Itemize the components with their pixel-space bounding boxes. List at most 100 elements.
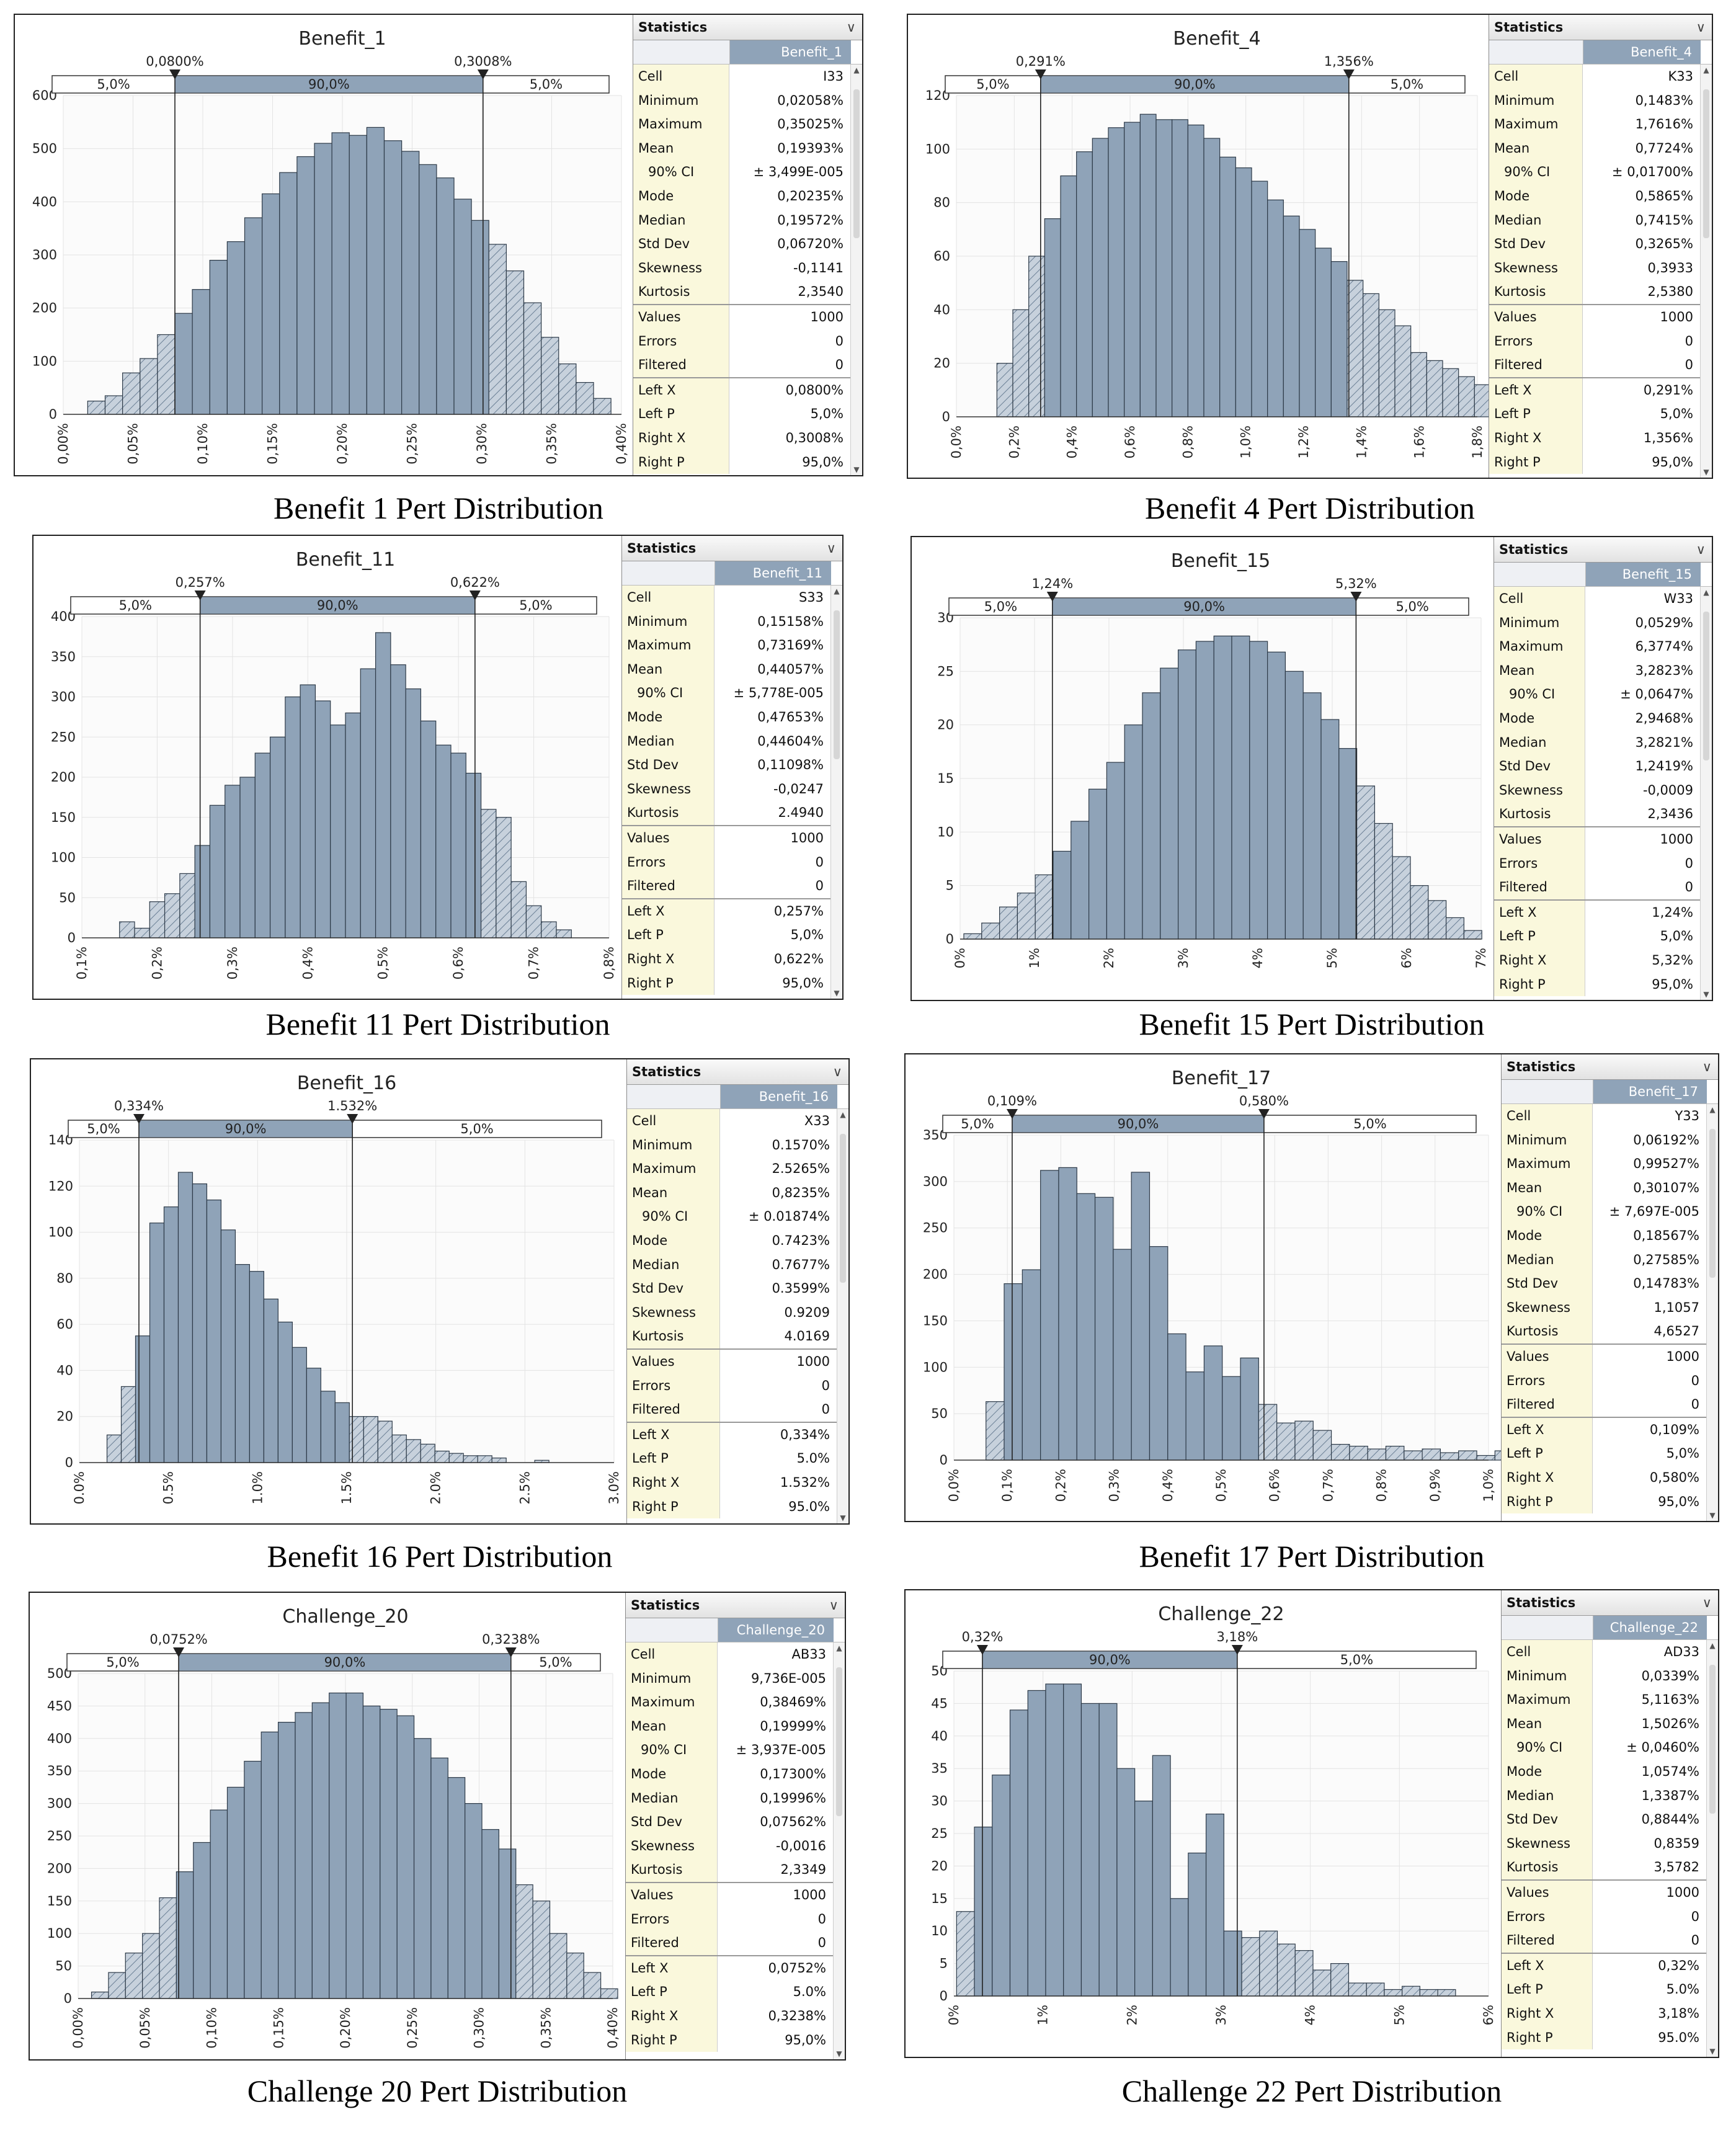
histogram-bar [576,381,594,415]
scroll-down-icon[interactable]: ▼ [840,1513,846,1522]
statistics-row: Maximum 1,7616% [1489,112,1712,136]
histogram-bar [1258,1404,1278,1461]
statistic-label: Std Dev [1494,754,1586,778]
histogram-bar [447,1777,466,1999]
statistics-scrollbar[interactable]: ▲ ▼ [1706,1640,1718,2057]
statistics-header[interactable]: Statistics ∨ [1494,537,1712,563]
statistic-label: Maximum [1502,1152,1593,1176]
chevron-down-icon[interactable]: ∨ [1696,20,1706,35]
statistics-scrollbar[interactable]: ▲ ▼ [1700,65,1712,478]
statistics-row: Maximum 6,3774% [1494,635,1712,659]
chevron-down-icon[interactable]: ∨ [1702,1595,1712,1610]
histogram-bar [135,1335,151,1463]
statistics-row: Left P 5,0% [622,923,842,947]
histogram-bar [1458,376,1475,417]
scroll-thumb[interactable] [853,89,860,238]
chevron-down-icon[interactable]: ∨ [1702,1059,1712,1074]
statistics-scrollbar[interactable]: ▲ ▼ [850,65,862,475]
scroll-up-icon[interactable]: ▲ [853,66,860,74]
statistic-value: 0,02058% [777,92,844,108]
scroll-thumb[interactable] [840,1134,846,1283]
histogram-bar [193,1842,211,1999]
scroll-thumb[interactable] [836,1667,842,1816]
scroll-up-icon[interactable]: ▲ [836,1644,842,1652]
x-tick-label: 0.5% [161,1471,176,1504]
scroll-down-icon[interactable]: ▼ [836,2049,842,2058]
scroll-down-icon[interactable]: ▼ [1703,468,1709,476]
statistics-row: Values 1000 [633,303,862,329]
statistics-row: Minimum 0,0529% [1494,610,1712,635]
scroll-thumb[interactable] [1703,89,1709,238]
chevron-down-icon[interactable]: ∨ [829,1598,839,1613]
histogram-bar [104,395,123,415]
statistics-scrollbar[interactable]: ▲ ▼ [1706,1104,1718,1521]
left-marker-triangle-icon [1035,69,1046,79]
statistics-row: Right P 95.0% [627,1494,848,1519]
scroll-thumb[interactable] [1709,1129,1716,1278]
histogram-bar [1149,1246,1168,1461]
chevron-down-icon[interactable]: ∨ [832,1064,842,1079]
histogram-bar [349,135,367,415]
statistic-label: Errors [1502,1904,1593,1929]
scroll-up-icon[interactable]: ▲ [1709,1641,1716,1650]
statistics-header[interactable]: Statistics ∨ [1502,1590,1718,1616]
statistics-header[interactable]: Statistics ∨ [627,1059,848,1085]
statistics-scrollbar[interactable]: ▲ ▼ [837,1109,848,1523]
histogram-bar [1203,1345,1223,1461]
scroll-thumb[interactable] [1703,612,1709,760]
scroll-thumb[interactable] [834,610,840,759]
scroll-down-icon[interactable]: ▼ [1709,2047,1716,2056]
scroll-down-icon[interactable]: ▼ [1709,1511,1716,1520]
scroll-thumb[interactable] [1709,1665,1716,1814]
statistics-header-label: Statistics [632,1064,701,1079]
statistics-header[interactable]: Statistics ∨ [1489,15,1712,40]
x-tick-label: 0,20% [335,423,350,465]
histogram-bar [363,1416,378,1463]
scroll-down-icon[interactable]: ▼ [853,465,860,474]
right-marker-label: 5,32% [1335,576,1377,591]
y-tick-label: 400 [32,194,57,209]
histogram-bar [1053,850,1072,940]
chevron-down-icon[interactable]: ∨ [826,541,836,556]
band-label: 5,0% [1396,599,1429,614]
left-marker-label: 0,257% [176,575,225,590]
scroll-down-icon[interactable]: ▼ [834,989,840,997]
statistics-row: Values 1000 [627,1348,848,1374]
statistic-label: Median [622,729,715,754]
statistics-row: Cell X33 [627,1109,848,1133]
x-tick-label: 1,0% [1481,1469,1496,1502]
scroll-up-icon[interactable]: ▲ [840,1110,846,1119]
column-header-blank [1502,1616,1593,1639]
scroll-up-icon[interactable]: ▲ [1703,66,1709,74]
statistics-row: Median 0,19996% [626,1786,845,1811]
histogram-bar [174,313,193,415]
scroll-up-icon[interactable]: ▲ [1709,1105,1716,1114]
statistics-scrollbar[interactable]: ▲ ▼ [1700,587,1712,1000]
scroll-up-icon[interactable]: ▲ [1703,588,1709,597]
band-label: 90,0% [1118,1116,1159,1131]
statistic-value: 0,38469% [760,1695,826,1710]
statistics-header[interactable]: Statistics ∨ [622,536,842,561]
statistics-scrollbar[interactable]: ▲ ▼ [830,586,842,999]
x-tick-label: 0,5% [376,947,391,979]
statistic-label: Std Dev [633,232,729,256]
statistic-label: Filtered [626,1931,718,1955]
histogram-bar [1231,635,1250,940]
histogram-bar [453,198,472,415]
chevron-down-icon[interactable]: ∨ [846,20,856,35]
statistics-header[interactable]: Statistics ∨ [626,1593,845,1618]
histogram-bar [1092,138,1109,417]
histogram-bar [226,241,246,415]
scroll-down-icon[interactable]: ▼ [1703,990,1709,999]
statistic-label: Cell [1502,1104,1593,1128]
chevron-down-icon[interactable]: ∨ [1696,542,1706,557]
histogram-bar [471,220,489,415]
statistics-header[interactable]: Statistics ∨ [1502,1054,1718,1080]
statistic-value: 5,1163% [1641,1692,1699,1708]
scroll-up-icon[interactable]: ▲ [834,587,840,595]
statistics-scrollbar[interactable]: ▲ ▼ [833,1642,845,2059]
statistic-value: 1000 [1666,1348,1699,1364]
histogram-bar [996,363,1013,417]
statistics-header[interactable]: Statistics ∨ [633,15,862,40]
